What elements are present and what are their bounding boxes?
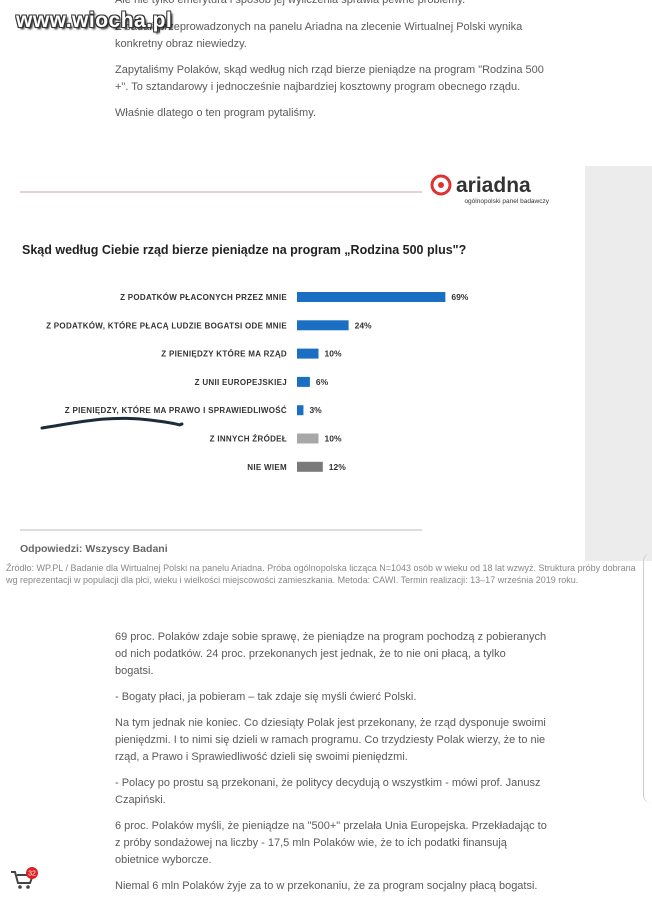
cart-button[interactable]: 32 [8, 866, 40, 894]
side-strip [585, 166, 652, 561]
logo-name: ariadna [456, 174, 531, 197]
value-label: 10% [325, 349, 342, 359]
article-top: Ale nie tylko emerytura i sposób jej wyl… [115, 0, 547, 131]
bar [297, 320, 349, 331]
logo-icon [430, 174, 452, 196]
paragraph: 6 proc. Polaków myśli, że pieniądze na "… [115, 820, 547, 866]
value-label: 6% [316, 377, 329, 387]
chart-footnote: Odpowiedzi: Wszyscy Badani [20, 543, 168, 555]
value-label: 12% [329, 462, 346, 472]
paragraph: - Bogaty płaci, ja pobieram – tak zdaje … [115, 691, 417, 703]
category-label: Z PODATKÓW, KTÓRE PŁACĄ LUDZIE BOGATSI O… [46, 321, 287, 330]
category-label: Z UNII EUROPEJSKIEJ [195, 378, 287, 387]
chart-box: ariadna ogólnopolski panel badawczy Skąd… [0, 166, 585, 561]
paragraph: Ale nie tylko emerytura i sposób jej wyl… [115, 0, 466, 6]
logo-tagline: ogólnopolski panel badawczy [464, 198, 549, 205]
paragraph: Z badań przeprowadzonych na panelu Ariad… [115, 21, 523, 50]
chart: ariadna ogólnopolski panel badawczy Skąd… [20, 174, 550, 555]
cart-badge-bg [26, 867, 38, 879]
bar [297, 348, 319, 359]
paragraph: Właśnie dlatego o ten program pytaliśmy. [115, 107, 316, 119]
paragraph: 69 proc. Polaków zdaje sobie sprawę, że … [115, 631, 547, 677]
bar [297, 433, 319, 444]
cart-badge: 32 [28, 871, 36, 878]
source-note: Źródło: WP.PL / Badanie dla Wirtualnej P… [6, 563, 636, 585]
article-bottom: 69 proc. Polaków zdaje sobie sprawę, że … [115, 629, 547, 904]
watermark: www.wiocha.pl [16, 9, 173, 32]
logo: ariadna ogólnopolski panel badawczy [430, 174, 550, 205]
category-label: NIE WIEM [247, 463, 287, 472]
cart-wheel [26, 885, 30, 889]
bar [297, 405, 304, 416]
value-label: 10% [325, 434, 342, 444]
paragraph: Niemal 6 mln Polaków żyje za to w przeko… [115, 880, 538, 892]
paragraph: Na tym jednak nie koniec. Co dziesiąty P… [115, 717, 546, 763]
scroll-edge [643, 553, 652, 803]
paragraph: - Polacy po prostu są przekonani, że pol… [115, 777, 541, 806]
category-label: Z PIENIĘDZY, KTÓRE MA PRAWO I SPRAWIEDLI… [65, 406, 287, 415]
category-label: Z PIENIĘDZY KTÓRE MA RZĄD [161, 350, 287, 359]
value-label: 3% [309, 405, 322, 415]
bar [297, 461, 323, 472]
chart-title: Skąd według Ciebie rząd bierze pieniądze… [22, 243, 466, 257]
handwritten-underline [40, 416, 184, 430]
paragraph: Zapytaliśmy Polaków, skąd według nich rz… [115, 64, 544, 93]
bar [297, 292, 446, 302]
category-label: Z PODATKÓW PŁACONYCH PRZEZ MNIE [120, 293, 287, 302]
cart-wheel [18, 885, 22, 889]
logo-icon-dot [438, 182, 444, 188]
value-label: 24% [355, 320, 372, 330]
bar [297, 376, 310, 387]
value-label: 69% [451, 292, 468, 302]
category-label: Z INNYCH ŹRÓDEŁ [210, 435, 287, 444]
